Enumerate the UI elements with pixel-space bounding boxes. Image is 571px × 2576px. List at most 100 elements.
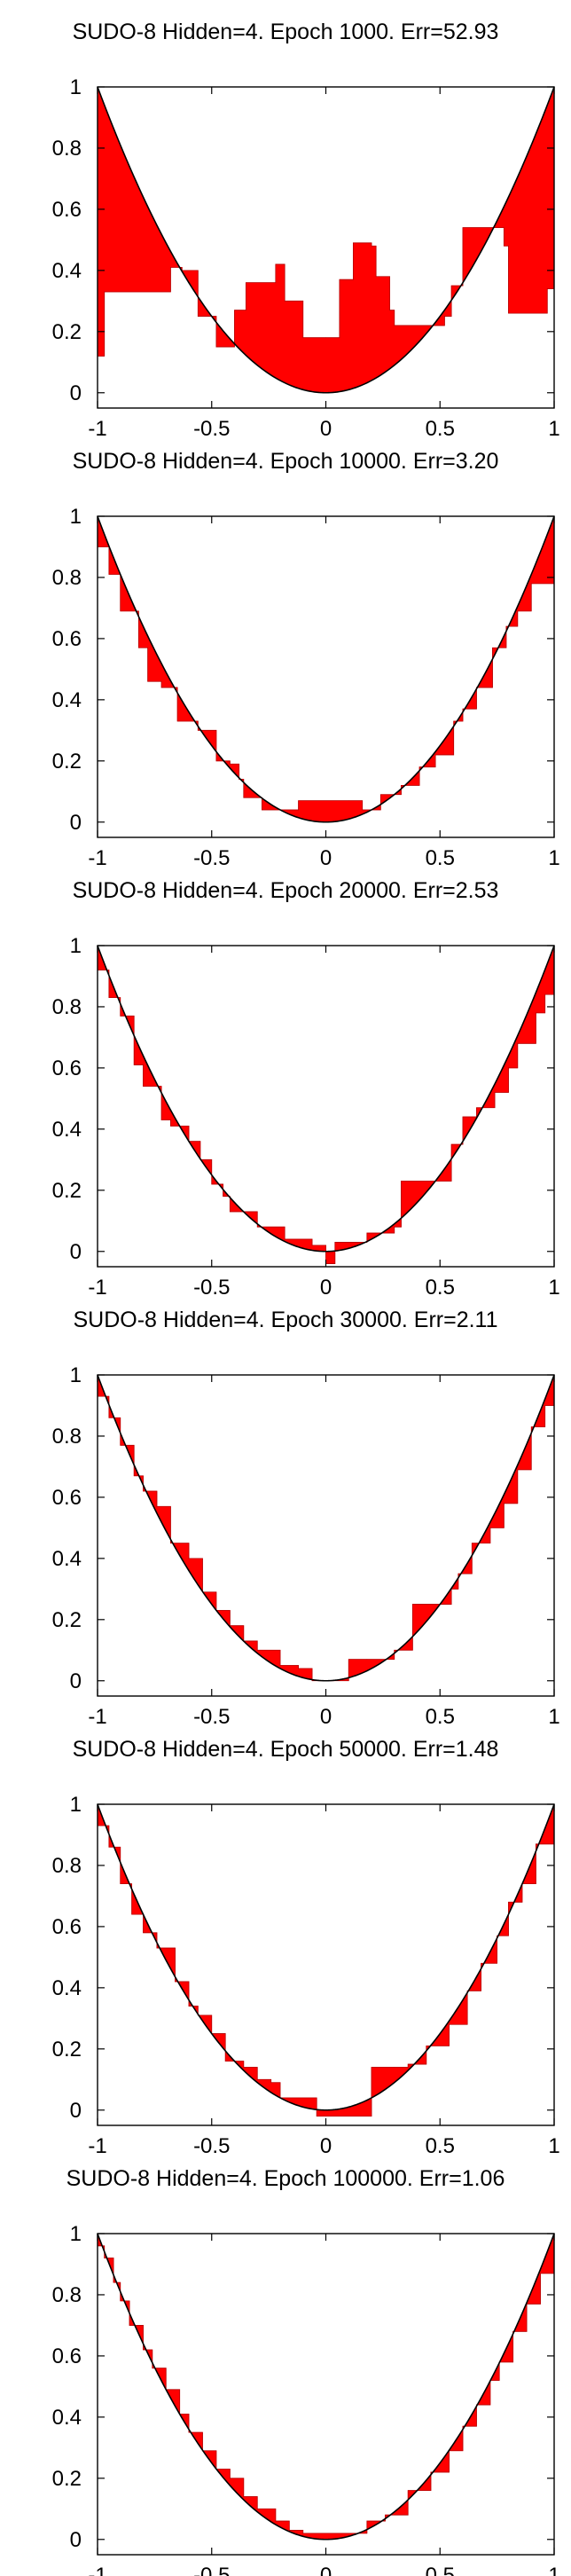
step-approximation-line (98, 546, 554, 811)
error-fill-segment (389, 310, 395, 370)
x-tick-label: -1 (88, 2134, 106, 2158)
reference-curve (97, 945, 555, 1253)
step-approximation-line (98, 2245, 555, 2534)
y-tick-label: 0.8 (52, 2283, 82, 2307)
step-approximation-line (98, 970, 554, 1264)
y-tick-label: 0 (70, 381, 82, 405)
chart-panel: SUDO-8 Hidden=4. Epoch 100000. Err=1.06 -… (0, 2147, 571, 2576)
y-tick-label: 0.8 (52, 1854, 82, 1878)
reference-curve (97, 1803, 555, 2111)
plot-area: -1 -0.5 0 0.5 1 0 0.2 0.4 0.6 0.8 1 (52, 934, 560, 1300)
error-fill-segment (246, 282, 277, 379)
chart-title: SUDO-8 Hidden=4. Epoch 100000. Err=1.06 (66, 2166, 505, 2191)
step-approximation-line (98, 1395, 554, 1682)
x-tick-label: -0.5 (193, 1705, 230, 1729)
y-tick-label: 1 (70, 934, 82, 958)
error-fill-segment (371, 245, 377, 381)
error-fill-segment (325, 1250, 336, 1264)
chart-title: SUDO-8 Hidden=4. Epoch 30000. Err=2.11 (73, 1308, 498, 1332)
y-tick-label: 0.2 (52, 1179, 82, 1203)
y-tick-label: 0.6 (52, 1915, 82, 1939)
y-tick-label: 0.4 (52, 259, 82, 283)
y-tick-label: 0.2 (52, 320, 82, 344)
error-fill-segment (284, 301, 304, 390)
x-tick-label: -1 (88, 846, 106, 870)
error-fill-group (97, 945, 555, 1264)
y-tick-label: 0 (70, 811, 82, 835)
y-tick-label: 0.6 (52, 2344, 82, 2368)
y-tick-label: 0 (70, 1240, 82, 1264)
x-tick-label: 0.5 (426, 846, 455, 870)
error-fill-segment (284, 1238, 313, 1251)
error-fill-segment (325, 337, 340, 394)
y-tick-label: 0.2 (52, 2467, 82, 2491)
y-tick-label: 0.6 (52, 198, 82, 222)
y-tick-label: 0.6 (52, 1056, 82, 1080)
x-tick-label: 0.5 (426, 1705, 455, 1729)
y-tick-label: 1 (70, 2222, 82, 2246)
chart-panel: SUDO-8 Hidden=4. Epoch 10000. Err=3.20 -1… (0, 429, 571, 870)
plot-frame (97, 1803, 555, 2126)
error-fill-segment (275, 263, 286, 384)
chart-panel: SUDO-8 Hidden=4. Epoch 1000. Err=52.93 -1… (0, 0, 571, 441)
error-fill-segment (298, 800, 349, 823)
error-fill-segment (230, 2478, 245, 2501)
error-fill-segment (339, 279, 354, 392)
plot-area: -1 -0.5 0 0.5 1 0 0.2 0.4 0.6 0.8 1 (52, 505, 560, 870)
y-tick-label: 0.8 (52, 995, 82, 1019)
x-tick-label: 0.5 (426, 1276, 455, 1300)
x-tick-label: 1 (548, 417, 559, 441)
error-fill-segment (302, 337, 326, 394)
y-tick-label: 0.4 (52, 1976, 82, 2000)
y-tick-label: 0 (70, 2528, 82, 2552)
reference-curve (97, 2233, 555, 2541)
y-tick-label: 1 (70, 1363, 82, 1387)
chart-title: SUDO-8 Hidden=4. Epoch 50000. Err=1.48 (72, 1737, 499, 1762)
x-tick-label: -0.5 (193, 846, 230, 870)
y-tick-label: 0.4 (52, 688, 82, 712)
x-tick-label: 1 (548, 2134, 559, 2158)
error-fill-segment (375, 276, 390, 379)
x-tick-label: -1 (88, 1705, 106, 1729)
error-fill-segment (546, 86, 555, 289)
plot-area: -1 -0.5 0 0.5 1 0 0.2 0.4 0.6 0.8 1 (52, 75, 560, 441)
y-tick-label: 0.4 (52, 1547, 82, 1571)
x-tick-label: 0.5 (426, 2564, 455, 2576)
y-tick-label: 1 (70, 75, 82, 99)
x-tick-label: 0.5 (426, 417, 455, 441)
chart-title: SUDO-8 Hidden=4. Epoch 1000. Err=52.93 (72, 20, 499, 44)
x-tick-label: -1 (88, 417, 106, 441)
x-tick-label: 0 (320, 1276, 332, 1300)
error-fill-segment (234, 310, 246, 357)
plot-area: -1 -0.5 0 0.5 1 0 0.2 0.4 0.6 0.8 1 (52, 1363, 560, 1729)
error-fill-segment (353, 242, 372, 389)
plot-area: -1 -0.5 0 0.5 1 0 0.2 0.4 0.6 0.8 1 (52, 1793, 560, 2158)
x-tick-label: 0 (320, 417, 332, 441)
error-fill-segment (544, 945, 555, 995)
error-fill-segment (256, 1649, 281, 1669)
x-tick-label: 0 (320, 846, 332, 870)
reference-curve (97, 86, 555, 394)
error-fill-group (97, 86, 555, 394)
x-tick-label: -1 (88, 2564, 106, 2576)
y-tick-label: 0 (70, 2099, 82, 2123)
error-fill-group (97, 1374, 555, 1682)
x-tick-label: 0 (320, 1705, 332, 1729)
reference-curve (97, 1374, 555, 1682)
x-tick-label: 1 (548, 1276, 559, 1300)
y-tick-label: 0.6 (52, 1486, 82, 1510)
y-tick-label: 0.8 (52, 566, 82, 590)
chart-title: SUDO-8 Hidden=4. Epoch 10000. Err=3.20 (72, 449, 499, 474)
error-fill-segment (97, 86, 106, 357)
y-tick-label: 0.6 (52, 627, 82, 651)
error-fill-segment (542, 105, 548, 314)
y-tick-label: 0.4 (52, 2406, 82, 2430)
chart-title: SUDO-8 Hidden=4. Epoch 20000. Err=2.53 (72, 878, 499, 903)
x-tick-label: 0 (320, 2564, 332, 2576)
error-fill-segment (279, 2097, 317, 2110)
chart-panel: SUDO-8 Hidden=4. Epoch 50000. Err=1.48 -1… (0, 1717, 571, 2158)
y-tick-label: 0.4 (52, 1118, 82, 1142)
error-fill-group (97, 515, 555, 823)
error-fill-segment (508, 116, 544, 314)
